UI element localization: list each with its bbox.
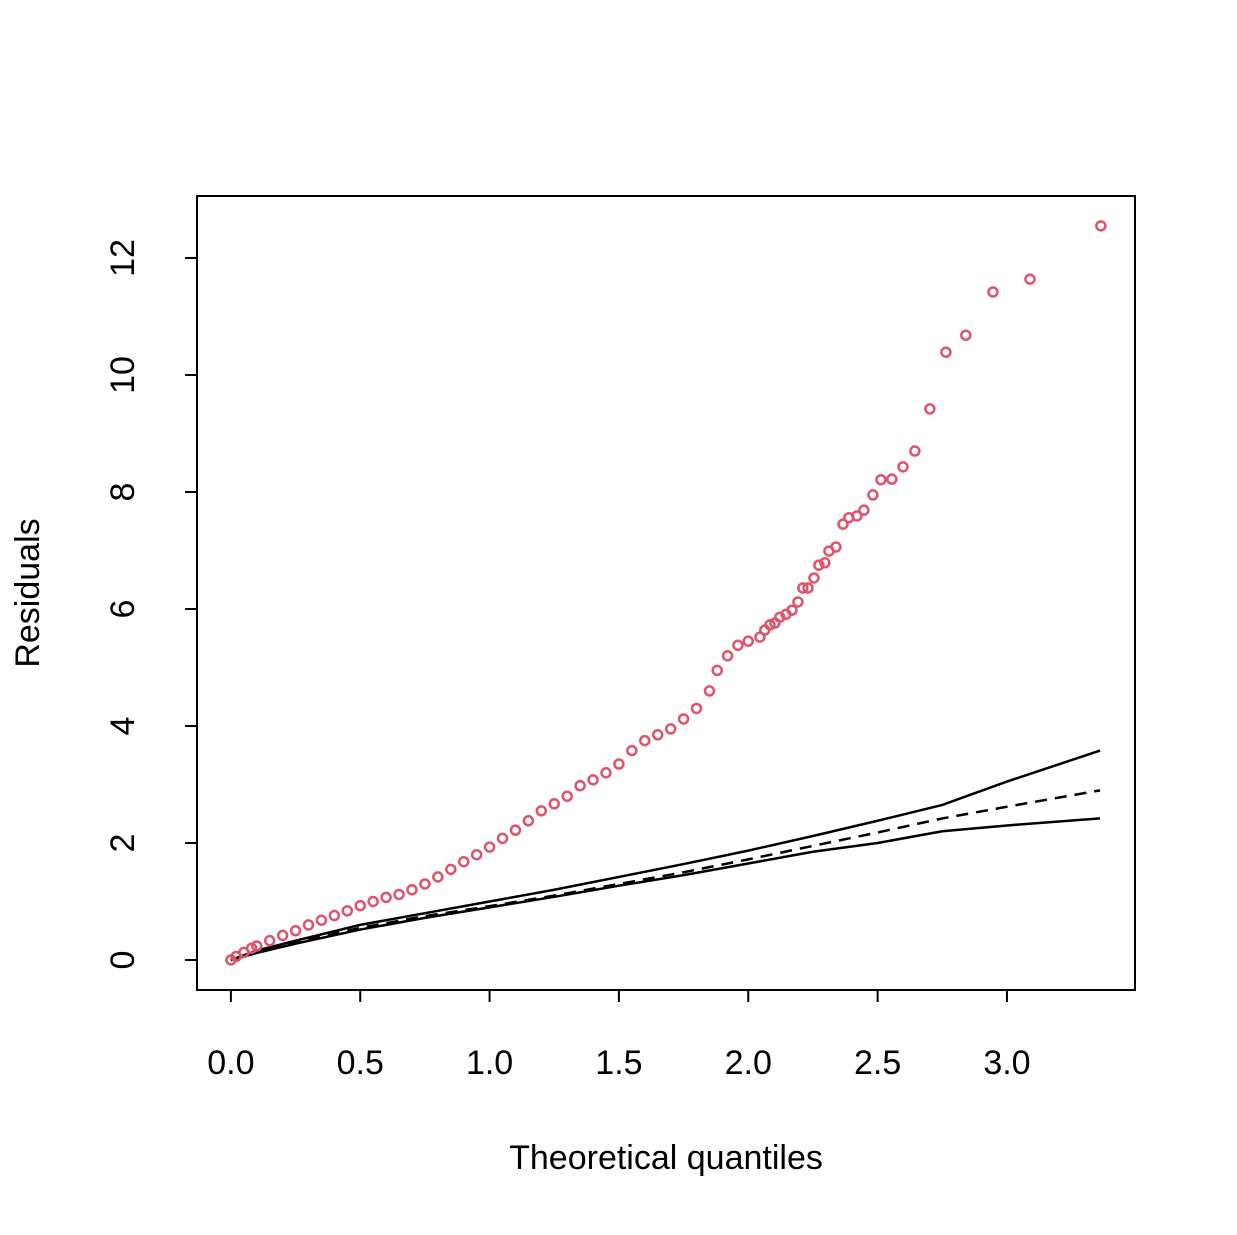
residual-point bbox=[367, 895, 379, 908]
residual-point bbox=[328, 909, 341, 922]
y-tick-label: 10 bbox=[104, 356, 142, 394]
y-tick-label: 12 bbox=[104, 239, 142, 277]
residual-point bbox=[483, 841, 496, 853]
residual-point bbox=[960, 329, 972, 341]
residual-point bbox=[1024, 273, 1036, 285]
residual-point bbox=[819, 557, 831, 569]
residual-point bbox=[851, 510, 863, 522]
residual-point bbox=[457, 855, 470, 868]
residual-point bbox=[651, 729, 664, 741]
envelope-line bbox=[230, 789, 1101, 962]
residual-point bbox=[792, 596, 804, 608]
residual-point bbox=[509, 824, 522, 836]
x-tick-label: 0.5 bbox=[337, 1044, 384, 1082]
residual-point bbox=[289, 924, 302, 937]
residual-point bbox=[445, 863, 457, 876]
residual-point bbox=[867, 489, 879, 501]
envelope-line bbox=[230, 749, 1101, 962]
residual-point bbox=[393, 888, 405, 901]
residual-point bbox=[830, 541, 842, 553]
residual-point bbox=[797, 582, 809, 594]
residual-point bbox=[875, 473, 887, 486]
residual-point bbox=[639, 734, 651, 747]
y-tick-label: 6 bbox=[104, 600, 142, 619]
envelope-line bbox=[230, 817, 1101, 962]
y-tick-label: 2 bbox=[104, 834, 142, 853]
x-tick-label: 3.0 bbox=[983, 1044, 1030, 1082]
y-tick-label: 0 bbox=[104, 951, 142, 970]
y-axis-label: Residuals bbox=[9, 518, 47, 667]
residual-point bbox=[940, 346, 952, 358]
residual-point bbox=[315, 914, 328, 926]
residual-point bbox=[721, 650, 734, 662]
residual-point bbox=[813, 559, 825, 571]
residual-point bbox=[742, 635, 755, 647]
residual-point bbox=[987, 286, 999, 298]
residual-point bbox=[886, 473, 898, 485]
plot-frame bbox=[196, 195, 1136, 991]
residual-point bbox=[561, 790, 573, 802]
residual-point bbox=[251, 940, 263, 952]
residual-point bbox=[574, 779, 586, 792]
y-tick-label: 8 bbox=[104, 483, 142, 502]
residual-point bbox=[711, 664, 723, 677]
residual-point bbox=[470, 848, 483, 861]
residual-point bbox=[432, 871, 444, 883]
residual-point bbox=[419, 878, 431, 890]
residual-point bbox=[354, 899, 366, 912]
residual-point bbox=[548, 798, 560, 810]
residual-point bbox=[522, 815, 535, 827]
residual-point bbox=[341, 905, 354, 917]
residual-point bbox=[664, 723, 677, 735]
residual-point bbox=[677, 713, 690, 725]
residual-point bbox=[263, 934, 276, 947]
residual-point bbox=[808, 572, 820, 584]
residual-point bbox=[1095, 220, 1107, 232]
y-tick-label: 4 bbox=[104, 717, 142, 736]
residual-point bbox=[909, 445, 921, 457]
residual-point bbox=[535, 805, 548, 817]
x-tick-label: 2.0 bbox=[725, 1044, 772, 1082]
residual-point bbox=[600, 767, 612, 779]
x-tick-label: 1.0 bbox=[466, 1044, 513, 1082]
residual-point bbox=[496, 832, 509, 845]
residual-point bbox=[626, 744, 638, 757]
residual-point bbox=[774, 611, 786, 623]
residual-point bbox=[924, 403, 936, 415]
residual-point bbox=[897, 461, 909, 473]
residual-point bbox=[276, 929, 289, 942]
x-tick-label: 0.0 bbox=[207, 1044, 254, 1082]
residual-point bbox=[587, 774, 599, 786]
residual-point bbox=[302, 919, 315, 931]
residual-point bbox=[802, 582, 814, 594]
residual-point bbox=[380, 891, 392, 904]
x-tick-label: 2.5 bbox=[854, 1044, 901, 1082]
x-axis-label: Theoretical quantiles bbox=[509, 1139, 823, 1177]
residual-point bbox=[613, 758, 625, 770]
residual-point bbox=[732, 639, 744, 652]
residual-point bbox=[703, 685, 716, 697]
residual-point bbox=[858, 504, 870, 516]
residual-point bbox=[406, 884, 418, 896]
residual-point bbox=[786, 604, 798, 616]
residual-point bbox=[690, 702, 703, 715]
x-tick-label: 1.5 bbox=[595, 1044, 642, 1082]
residual-point bbox=[837, 518, 849, 530]
